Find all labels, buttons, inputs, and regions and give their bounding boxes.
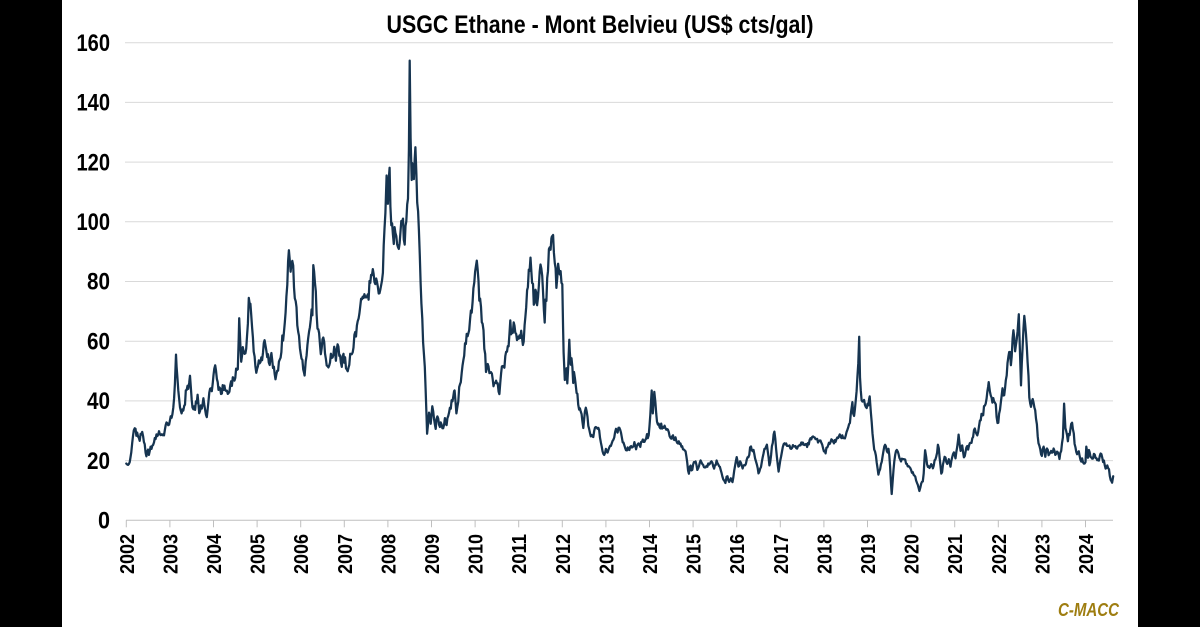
svg-text:2021: 2021 xyxy=(945,534,967,574)
svg-text:100: 100 xyxy=(77,209,111,236)
svg-text:2022: 2022 xyxy=(989,534,1011,574)
svg-text:2002: 2002 xyxy=(117,534,139,574)
svg-text:2014: 2014 xyxy=(640,533,662,574)
svg-text:2013: 2013 xyxy=(596,534,618,574)
svg-text:2012: 2012 xyxy=(553,534,575,574)
svg-text:40: 40 xyxy=(87,388,110,415)
svg-text:0: 0 xyxy=(98,508,110,535)
svg-text:2003: 2003 xyxy=(160,534,182,574)
svg-text:C-MACC: C-MACC xyxy=(1058,600,1120,620)
svg-text:2005: 2005 xyxy=(248,534,270,574)
svg-text:2006: 2006 xyxy=(291,534,313,574)
svg-text:80: 80 xyxy=(87,269,110,296)
svg-text:20: 20 xyxy=(87,448,110,475)
svg-text:USGC Ethane - Mont Belvieu (US: USGC Ethane - Mont Belvieu (US$ cts/gal) xyxy=(387,11,814,39)
svg-text:2015: 2015 xyxy=(684,534,706,574)
svg-text:2023: 2023 xyxy=(1032,534,1054,574)
svg-text:2004: 2004 xyxy=(204,533,226,574)
svg-text:2011: 2011 xyxy=(509,534,531,574)
svg-text:2016: 2016 xyxy=(727,534,749,574)
svg-text:140: 140 xyxy=(77,90,111,117)
svg-text:2008: 2008 xyxy=(378,534,400,574)
svg-text:2007: 2007 xyxy=(335,534,357,574)
svg-text:2018: 2018 xyxy=(814,534,836,574)
svg-text:2019: 2019 xyxy=(858,534,880,574)
svg-text:120: 120 xyxy=(77,149,111,176)
svg-text:60: 60 xyxy=(87,328,110,355)
svg-text:160: 160 xyxy=(77,30,111,57)
svg-text:2020: 2020 xyxy=(902,534,924,574)
svg-text:2017: 2017 xyxy=(771,534,793,574)
svg-text:2024: 2024 xyxy=(1076,533,1098,574)
svg-text:2009: 2009 xyxy=(422,534,444,574)
svg-text:2010: 2010 xyxy=(466,534,488,574)
